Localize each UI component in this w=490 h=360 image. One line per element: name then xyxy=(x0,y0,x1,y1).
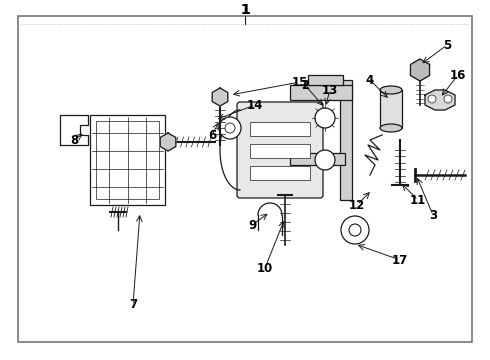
Text: 15: 15 xyxy=(292,76,308,89)
FancyBboxPatch shape xyxy=(237,102,323,198)
Text: 17: 17 xyxy=(392,253,408,266)
Bar xyxy=(380,90,402,128)
Bar xyxy=(290,153,345,165)
Text: 10: 10 xyxy=(257,261,273,275)
Text: 13: 13 xyxy=(322,84,338,96)
Circle shape xyxy=(225,123,235,133)
Circle shape xyxy=(315,108,335,128)
Bar xyxy=(290,85,352,100)
Circle shape xyxy=(428,95,436,103)
Polygon shape xyxy=(160,133,176,151)
Bar xyxy=(308,75,343,85)
Ellipse shape xyxy=(380,124,402,132)
Text: 4: 4 xyxy=(366,73,374,86)
Circle shape xyxy=(219,117,241,139)
Bar xyxy=(340,80,352,200)
Text: 3: 3 xyxy=(429,208,437,221)
Text: 16: 16 xyxy=(450,68,466,81)
Polygon shape xyxy=(411,59,430,81)
Bar xyxy=(250,122,310,136)
Ellipse shape xyxy=(380,86,402,94)
Bar xyxy=(96,121,159,199)
Polygon shape xyxy=(212,88,228,106)
Text: 12: 12 xyxy=(349,198,365,212)
Circle shape xyxy=(341,216,369,244)
Text: 1: 1 xyxy=(240,3,250,17)
Text: 5: 5 xyxy=(443,39,451,51)
Text: 14: 14 xyxy=(247,99,263,112)
Text: 9: 9 xyxy=(248,219,256,231)
Circle shape xyxy=(315,150,335,170)
Polygon shape xyxy=(425,90,455,110)
Bar xyxy=(250,144,310,158)
Circle shape xyxy=(444,95,452,103)
Text: 1: 1 xyxy=(240,3,250,17)
Text: 7: 7 xyxy=(129,298,137,311)
Circle shape xyxy=(349,224,361,236)
Bar xyxy=(90,115,165,205)
Text: 11: 11 xyxy=(410,194,426,207)
Bar xyxy=(250,166,310,180)
Text: 6: 6 xyxy=(208,129,216,141)
Text: 8: 8 xyxy=(70,134,78,147)
Text: 2: 2 xyxy=(301,78,309,91)
